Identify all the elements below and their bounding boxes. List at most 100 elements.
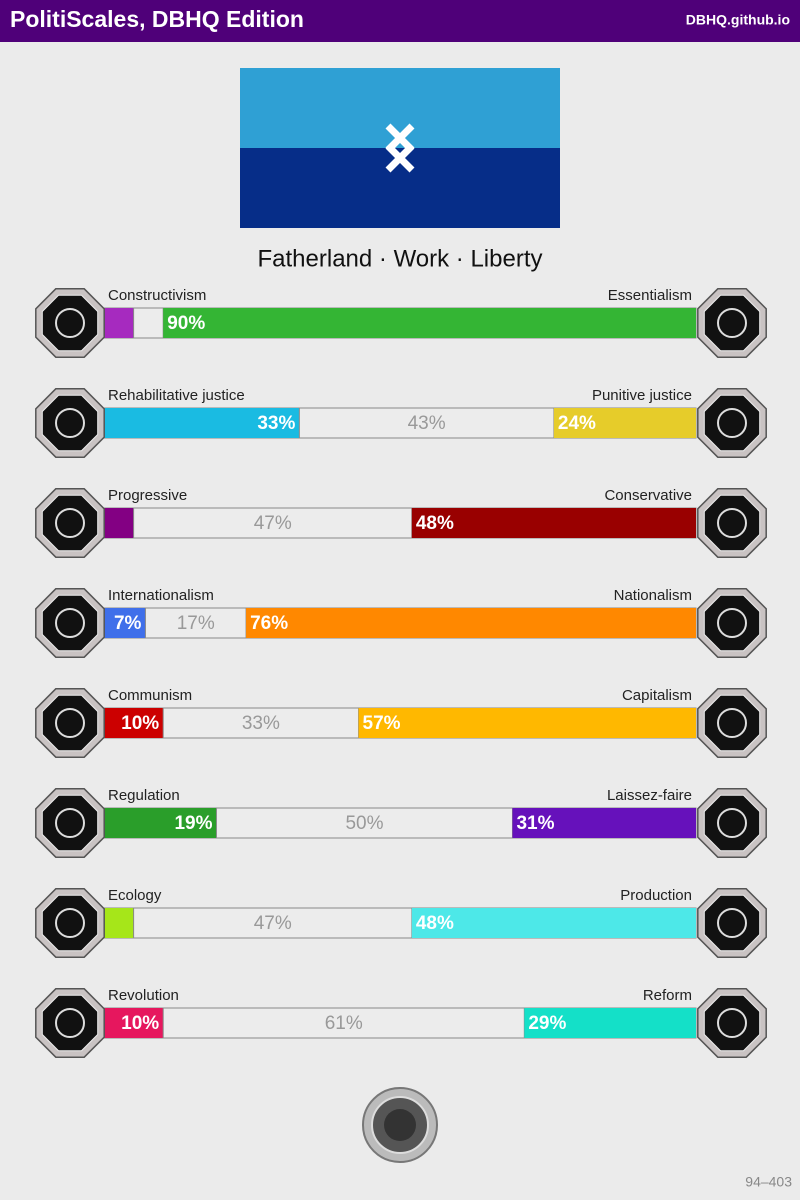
bar-segment [104,708,164,738]
flag [240,68,560,228]
header-bar [0,0,800,42]
right-label: Conservative [604,487,692,504]
footer-code: 94–403 [745,1174,792,1190]
left-label: Regulation [108,787,180,804]
bar-segment [104,908,134,938]
icon-emblem [55,808,85,838]
bar-segment [104,408,300,438]
axis-icon [35,288,105,358]
icon-face [41,994,99,1052]
left-label: Ecology [108,887,162,904]
segment-label: 33% [257,413,295,434]
icon-face [703,494,761,552]
icon-emblem [717,308,747,338]
segment-label: 47% [254,513,292,534]
left-label: Communism [108,687,192,704]
left-label: Constructivism [108,287,206,304]
axis-icon [697,888,767,958]
segment-label: 7% [114,613,142,634]
axis-icon [35,388,105,458]
segment-label: 43% [408,413,446,434]
right-label: Capitalism [622,687,692,704]
icon-emblem [717,808,747,838]
icon-emblem [717,1008,747,1038]
left-label: Internationalism [108,587,214,604]
icon-emblem [55,708,85,738]
bar-segment [104,808,217,838]
bar-segment [162,1007,525,1039]
bar-segment [144,607,247,639]
icon-emblem [55,308,85,338]
axis-icon [35,988,105,1058]
right-label: Punitive justice [592,387,692,404]
icon-face [703,994,761,1052]
segment-label: 19% [174,813,212,834]
left-label: Revolution [108,987,179,1004]
left-label: Progressive [108,487,187,504]
bar-segment [133,507,413,539]
right-label: Essentialism [608,287,692,304]
bar-segment [553,408,696,438]
bar-segment [411,508,696,538]
icon-face [41,894,99,952]
icon-face [703,794,761,852]
icon-emblem [717,408,747,438]
segment-label: 10% [121,713,159,734]
icon-face [703,594,761,652]
segment-label: 29% [528,1013,566,1034]
bar-segment [411,908,696,938]
bar-segment [298,407,555,439]
right-label: Reform [643,987,692,1004]
icon-emblem [717,708,747,738]
segment-label: 48% [416,913,454,934]
bar-segment [163,308,696,338]
segment-label: 10% [121,1013,159,1034]
icon-face [703,394,761,452]
bar-segment [133,307,164,339]
axis-icon [35,888,105,958]
icon-emblem [55,508,85,538]
bar-segment [215,807,513,839]
header-site[interactable]: DBHQ.github.io [686,12,790,28]
icon-face [41,494,99,552]
icon-face [41,294,99,352]
icon-face [703,694,761,752]
bar-segment [358,708,696,738]
bar-segment [104,308,134,338]
segment-label: 61% [325,1013,363,1034]
bar-segment [524,1008,696,1038]
segment-label: 33% [242,713,280,734]
icon-face [41,794,99,852]
icon-emblem [55,408,85,438]
icon-emblem [717,908,747,938]
header-title: PolitiScales, DBHQ Edition [10,6,304,32]
bar-segment [104,1008,164,1038]
axis-icon [697,388,767,458]
segment-label: 90% [167,313,205,334]
axis-icon [697,588,767,658]
icon-face [41,394,99,452]
icon-emblem [717,508,747,538]
segment-label: 57% [363,713,401,734]
axis-icon [35,488,105,558]
segment-label: 48% [416,513,454,534]
bar-segment [512,808,696,838]
segment-label: 24% [558,413,596,434]
icon-face [41,594,99,652]
bar-segment [104,508,134,538]
icon-emblem [717,608,747,638]
segment-label: 31% [516,813,554,834]
icon-face [41,694,99,752]
axis-icon [697,988,767,1058]
icon-emblem [55,908,85,938]
axis-icon [697,788,767,858]
bar-segment [246,608,696,638]
right-label: Production [620,887,692,904]
axis-icon [35,788,105,858]
bar-segment [162,707,360,739]
segment-label: 76% [250,613,288,634]
axis-icon [35,588,105,658]
right-label: Nationalism [614,587,692,604]
